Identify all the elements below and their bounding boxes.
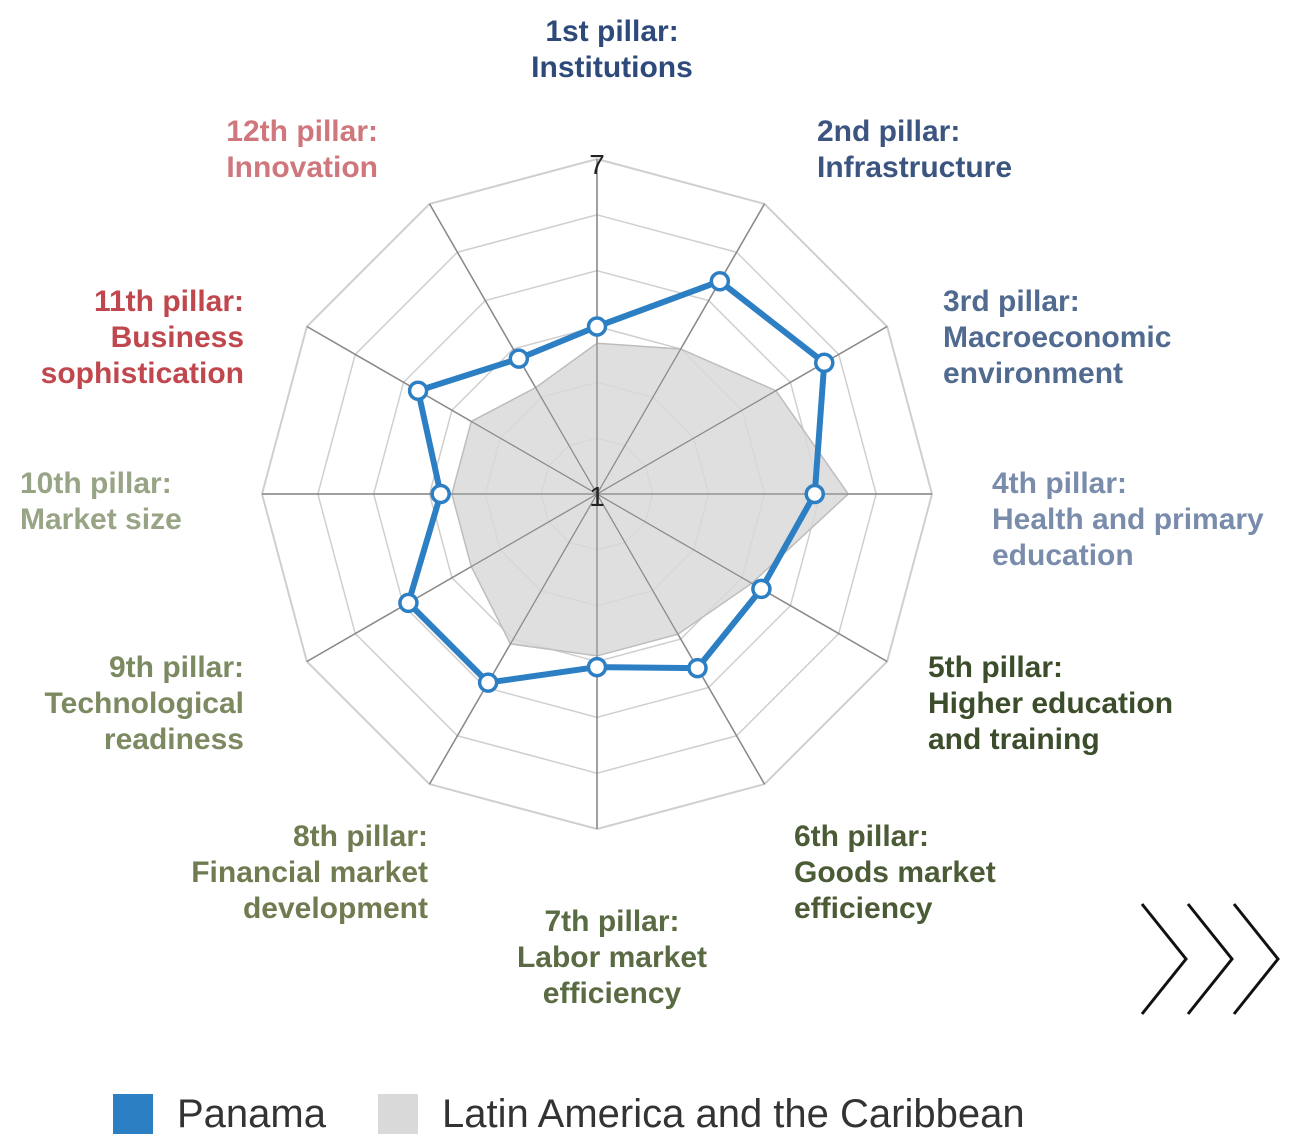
axis-label-line: Technological: [44, 687, 244, 720]
radar-series: [262, 159, 932, 829]
axis-label-business-sophistication: 11th pillar: Business sophistication: [4, 284, 244, 392]
axis-label-higher-education: 5th pillar: Higher education and trainin…: [928, 650, 1173, 758]
axis-label-innovation: 12th pillar: Innovation: [178, 114, 378, 186]
data-point-panama[interactable]: [430, 483, 451, 505]
axis-label-line: environment: [943, 357, 1124, 390]
axis-label-line: and training: [928, 723, 1100, 756]
axis-label-line: 12th pillar:: [226, 115, 378, 148]
axis-label-line: Macroeconomic: [943, 321, 1172, 354]
axis-label-line: sophistication: [40, 357, 244, 390]
axis-label-line: Innovation: [226, 151, 378, 184]
data-point-panama[interactable]: [687, 657, 708, 679]
axis-label-line: Market size: [20, 503, 182, 536]
data-point-panama[interactable]: [586, 656, 608, 678]
legend-label-panama: Panama: [177, 1091, 326, 1136]
axis-label-financial-market: 8th pillar: Financial market development: [128, 819, 428, 927]
legend-label-latin-america: Latin America and the Caribbean: [442, 1091, 1025, 1136]
axis-label-line: 5th pillar:: [928, 651, 1064, 684]
next-chevrons-icon[interactable]: [1138, 900, 1284, 1018]
axis-label-line: 4th pillar:: [992, 467, 1128, 500]
scale-max-label: 7: [589, 149, 605, 180]
legend-swatch-panama: [113, 1094, 153, 1134]
axis-label-line: efficiency: [794, 892, 933, 925]
axis-label-line: 9th pillar:: [108, 651, 244, 684]
axis-label-line: Goods market: [794, 856, 996, 889]
axis-label-line: readiness: [103, 723, 244, 756]
axis-label-market-size: 10th pillar: Market size: [20, 466, 182, 538]
axis-spoke-overlay: [596, 203, 766, 495]
axis-label-labor-market: 7th pillar: Labor market efficiency: [492, 904, 732, 1012]
axis-label-line: Financial market: [191, 856, 428, 889]
axis-label-line: Business: [110, 321, 244, 354]
data-point-panama[interactable]: [508, 348, 530, 369]
axis-label-line: 7th pillar:: [544, 905, 680, 938]
data-point-panama[interactable]: [814, 352, 835, 374]
series-area-latin-america: [451, 342, 850, 657]
scale-center-label: 1: [589, 481, 605, 512]
axis-label-goods-market: 6th pillar: Goods market efficiency: [794, 819, 996, 927]
data-point-panama[interactable]: [398, 592, 419, 614]
axis-spoke-overlay: [428, 493, 598, 785]
legend-item-panama: Panama: [113, 1092, 326, 1136]
axis-label-line: 6th pillar:: [794, 820, 930, 853]
legend-item-latin-america: Latin America and the Caribbean: [378, 1092, 1025, 1136]
axis-label-line: 10th pillar:: [20, 467, 172, 500]
axis-label-line: 3rd pillar:: [943, 285, 1080, 318]
data-point-panama[interactable]: [407, 380, 429, 401]
data-point-panama[interactable]: [709, 270, 731, 292]
axis-spoke-overlay: [428, 203, 598, 495]
axis-label-macroeconomic: 3rd pillar: Macroeconomic environment: [943, 284, 1171, 392]
legend-swatch-latin-america: [378, 1094, 418, 1134]
axis-spoke-overlay: [596, 493, 888, 663]
axis-label-line: Health and primary: [992, 503, 1264, 536]
axis-spoke-overlay: [306, 493, 598, 663]
axis-label-line: 8th pillar:: [292, 820, 428, 853]
axis-label-line: 2nd pillar:: [817, 115, 961, 148]
data-point-panama[interactable]: [586, 316, 608, 337]
axis-spoke-overlay: [306, 325, 598, 495]
axis-label-line: Infrastructure: [817, 151, 1013, 184]
axis-label-line: 1st pillar:: [545, 15, 679, 48]
axis-label-line: Labor market: [516, 941, 708, 974]
data-point-panama[interactable]: [477, 672, 499, 693]
axis-label-health: 4th pillar: Health and primary education: [992, 466, 1264, 574]
axis-label-line: development: [242, 892, 428, 925]
axis-label-line: Institutions: [531, 51, 693, 84]
axis-label-line: efficiency: [542, 977, 682, 1010]
axis-spoke-overlay: [596, 493, 766, 785]
data-point-panama[interactable]: [804, 483, 825, 505]
axis-label-line: Higher education: [928, 687, 1174, 720]
axis-label-infrastructure: 2nd pillar: Infrastructure: [817, 114, 1012, 186]
data-point-panama[interactable]: [751, 578, 772, 600]
axis-label-technological-readiness: 9th pillar: Technological readiness: [4, 650, 244, 758]
axis-label-institutions: 1st pillar: Institutions: [522, 14, 702, 86]
axis-spoke-overlay: [596, 325, 888, 495]
axis-label-line: education: [992, 539, 1134, 572]
axis-label-line: 11th pillar:: [93, 285, 244, 318]
